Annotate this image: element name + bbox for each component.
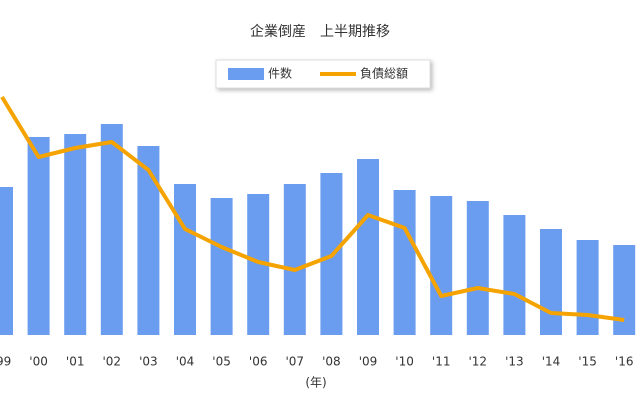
x-axis-title: (年) (305, 376, 326, 390)
x-tick-label: '06 (249, 355, 268, 369)
bar (100, 124, 123, 335)
bar (0, 187, 13, 335)
bar (357, 159, 379, 335)
x-tick-label: '13 (505, 355, 524, 369)
x-tick-label: '04 (176, 355, 195, 369)
line (0, 95, 625, 322)
bar (210, 198, 233, 335)
x-tick-label: '02 (103, 355, 122, 369)
bar (174, 184, 196, 335)
bar (540, 229, 562, 335)
bar (137, 146, 160, 335)
x-tick-label: '01 (66, 355, 85, 369)
chart-title: 企業倒産 上半期推移 (250, 23, 390, 40)
legend-label: 件数 (268, 66, 292, 81)
legend-swatch (228, 68, 264, 80)
bar (247, 194, 270, 335)
bar (466, 201, 489, 335)
x-tick-label: '15 (578, 355, 597, 369)
bar (27, 137, 50, 335)
bar (613, 245, 636, 335)
bar (503, 215, 526, 335)
x-tick-label: '05 (212, 355, 231, 369)
x-tick-label: '11 (432, 355, 451, 369)
x-tick-label: '09 (359, 355, 378, 369)
x-tick-label: '16 (615, 355, 634, 369)
x-tick-label: '12 (469, 355, 488, 369)
bar (430, 196, 453, 335)
bar (283, 184, 306, 335)
bar (393, 190, 416, 335)
legend-label: 負債総額 (360, 66, 408, 81)
x-tick-label: '07 (286, 355, 305, 369)
x-tick-label: '08 (322, 355, 341, 369)
x-tick-label: '99 (0, 355, 11, 369)
x-tick-label: '00 (29, 355, 48, 369)
bar (576, 240, 599, 335)
bar (64, 134, 87, 335)
x-tick-label: '10 (395, 355, 414, 369)
x-tick-label: '03 (139, 355, 158, 369)
x-tick-label: '14 (542, 355, 561, 369)
